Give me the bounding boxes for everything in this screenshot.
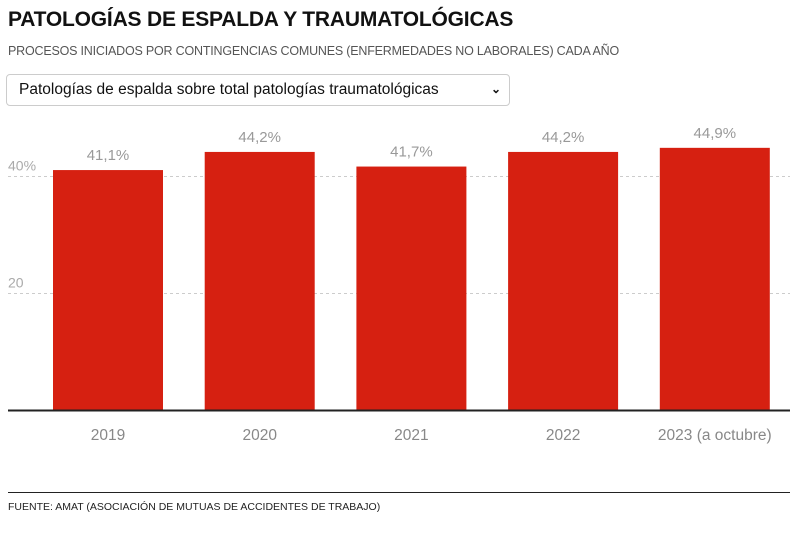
data-label: 44,2% — [238, 129, 281, 146]
data-label: 44,9% — [694, 125, 737, 142]
bar-2020 — [204, 151, 315, 411]
bar-2022 — [508, 151, 619, 411]
footer-divider — [8, 492, 790, 493]
x-tick-label: 2020 — [242, 427, 277, 444]
y-tick-label: 40% — [8, 158, 36, 174]
metric-select-value: Patologías de espalda sobre total patolo… — [19, 81, 439, 98]
chevron-down-icon: ⌄ — [490, 82, 501, 96]
x-tick-label: 2021 — [394, 427, 428, 444]
bar-2023 — [659, 147, 770, 411]
data-label: 44,2% — [542, 129, 585, 146]
data-label: 41,1% — [87, 147, 130, 164]
source-note: FUENTE: AMAT (ASOCIACIÓN DE MUTUAS DE AC… — [8, 501, 381, 513]
data-label: 41,7% — [390, 144, 433, 161]
x-tick-label: 2023 (a octubre) — [658, 427, 772, 444]
x-tick-label: 2022 — [546, 427, 580, 444]
metric-select[interactable]: Patologías de espalda sobre total patolo… — [6, 74, 510, 106]
x-tick-label: 2019 — [91, 427, 125, 444]
bar-2021 — [356, 166, 467, 411]
bar-2019 — [53, 170, 163, 411]
chart-subtitle: PROCESOS INICIADOS POR CONTINGENCIAS COM… — [8, 44, 619, 58]
chart-title: PATOLOGÍAS DE ESPALDA Y TRAUMATOLÓGICAS — [8, 8, 514, 31]
y-tick-label: 20 — [8, 275, 24, 291]
